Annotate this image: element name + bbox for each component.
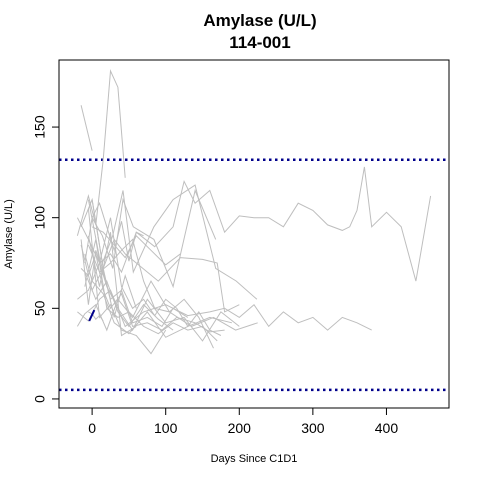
series-line-17 xyxy=(87,232,137,337)
x-tick-label-200: 200 xyxy=(228,420,252,436)
y-axis: 0 50 100 150 xyxy=(32,115,60,403)
series-line-18 xyxy=(91,199,137,318)
series-line-4 xyxy=(77,166,432,300)
series-line-16 xyxy=(84,271,174,331)
series-line-19 xyxy=(80,239,240,342)
series-line-21 xyxy=(91,201,144,262)
x-axis: 0 100 200 300 400 xyxy=(88,407,399,436)
series-line-14 xyxy=(91,226,181,266)
x-tick-label-0: 0 xyxy=(88,420,96,436)
series-lines xyxy=(76,68,432,355)
chart-title: Amylase (U/L) xyxy=(203,11,316,30)
series-line-15 xyxy=(87,199,189,328)
series-line-9 xyxy=(87,208,167,355)
y-tick-label-100: 100 xyxy=(32,206,48,230)
x-tick-label-400: 400 xyxy=(375,420,399,436)
series-line-1 xyxy=(76,68,126,236)
chart-subtitle: 114-001 xyxy=(229,33,290,52)
series-line-20 xyxy=(88,311,104,322)
highlight-series-line xyxy=(88,309,96,322)
x-axis-label: Days Since C1D1 xyxy=(211,453,298,465)
highlight-series xyxy=(88,309,96,322)
series-line-8 xyxy=(76,280,258,332)
series-line-3 xyxy=(84,188,217,289)
y-tick-label-50: 50 xyxy=(32,300,48,316)
y-tick-label-0: 0 xyxy=(32,395,48,403)
x-tick-label-100: 100 xyxy=(154,420,178,436)
series-line-7 xyxy=(84,253,233,338)
reference-lines xyxy=(59,158,449,392)
series-line-0 xyxy=(80,105,93,151)
y-tick-label-150: 150 xyxy=(32,115,48,139)
x-tick-label-300: 300 xyxy=(301,420,325,436)
series-line-13 xyxy=(87,238,214,349)
series-line-6 xyxy=(77,289,372,331)
y-axis-label: Amylase (U/L) xyxy=(3,199,15,269)
